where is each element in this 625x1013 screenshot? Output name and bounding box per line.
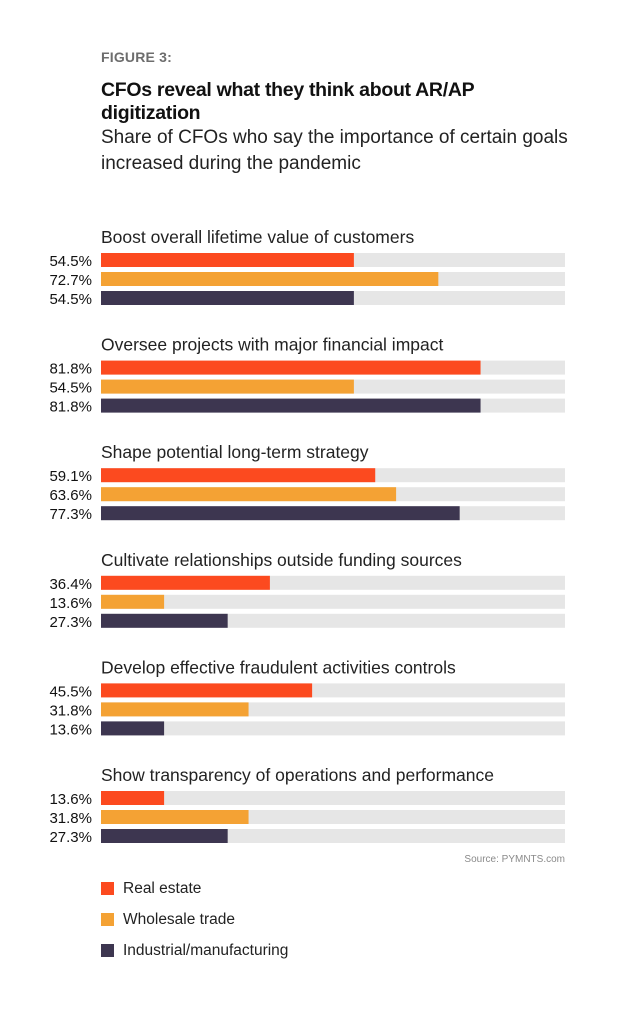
legend-label: Real estate [123,879,202,897]
value-label: 81.8% [49,399,92,416]
bar-real-estate [101,575,270,590]
bar-track [101,721,565,736]
bar-group-cultivate-relationships-outside-funding-sources: Cultivate relationships outside funding … [49,550,565,631]
bar-industrial-manufacturing [101,721,165,736]
value-label: 13.6% [49,595,92,612]
bar-wholesale-trade [101,594,165,609]
bar-track [101,594,565,609]
category-label: Boost overall lifetime value of customer… [101,227,414,247]
value-label: 54.5% [49,253,92,270]
bar-real-estate [101,468,376,483]
value-label: 13.6% [49,791,92,808]
bar-real-estate [101,360,481,375]
bar-real-estate [101,791,165,805]
value-label: 31.8% [49,702,92,719]
bar-group-boost-overall-lifetime-value-of-customers: Boost overall lifetime value of customer… [49,227,565,308]
legend: Real estate Wholesale trade Industrial/m… [101,873,288,966]
bar-group-shape-potential-long-term-strategy: Shape potential long-term strategy 59.1% 6… [49,442,565,523]
bar-industrial-manufacturing [101,829,228,843]
chart-title: CFOs reveal what they think about AR/AP … [101,79,474,124]
value-label: 27.3% [49,614,92,631]
legend-item-wholesale-trade: Wholesale trade [101,904,288,935]
legend-swatch [101,944,114,957]
category-label: Cultivate relationships outside funding … [101,550,462,570]
value-label: 81.8% [49,361,92,378]
source-note: Source: PYMNTS.com [464,854,565,865]
value-label: 45.5% [49,683,92,700]
bar-industrial-manufacturing [101,613,228,628]
bar-wholesale-trade [101,379,354,394]
legend-swatch [101,913,114,926]
bar-real-estate [101,683,313,698]
bar-industrial-manufacturing [101,291,354,305]
bar-wholesale-trade [101,487,397,502]
category-label: Shape potential long-term strategy [101,442,369,462]
value-label: 63.6% [49,487,92,504]
legend-swatch [101,882,114,895]
bar-industrial-manufacturing [101,398,481,413]
value-label: 27.3% [49,829,92,846]
bar-industrial-manufacturing [101,506,460,521]
figure-label: FIGURE 3: [101,49,173,65]
bar-group-develop-effective-fraudulent-activities-controls: Develop effective fraudulent activities … [49,657,565,738]
chart-subtitle: Share of CFOs who say the importance of … [101,127,568,174]
category-label: Show transparency of operations and perf… [101,765,494,785]
value-label: 54.5% [49,380,92,397]
bar-wholesale-trade [101,810,249,824]
value-label: 77.3% [49,506,92,523]
value-label: 13.6% [49,721,92,738]
bar-chart: Boost overall lifetime value of customer… [49,227,565,846]
legend-label: Industrial/manufacturing [123,941,289,959]
bar-real-estate [101,253,354,267]
bar-group-show-transparency-of-operations-and-performance: Show transparency of operations and perf… [49,765,565,846]
bar-track [101,791,565,805]
value-label: 36.4% [49,576,92,593]
category-label: Develop effective fraudulent activities … [101,657,456,677]
legend-label: Wholesale trade [123,910,236,928]
bar-wholesale-trade [101,702,249,717]
value-label: 59.1% [49,468,92,485]
legend-item-industrial-manufacturing: Industrial/manufacturing [101,935,288,966]
bar-wholesale-trade [101,272,439,286]
bar-group-oversee-projects-with-major-financial-impact: Oversee projects with major financial im… [49,335,565,416]
legend-item-real-estate: Real estate [101,873,288,904]
value-label: 31.8% [49,810,92,827]
value-label: 72.7% [49,272,92,289]
value-label: 54.5% [49,291,92,308]
category-label: Oversee projects with major financial im… [101,335,443,355]
